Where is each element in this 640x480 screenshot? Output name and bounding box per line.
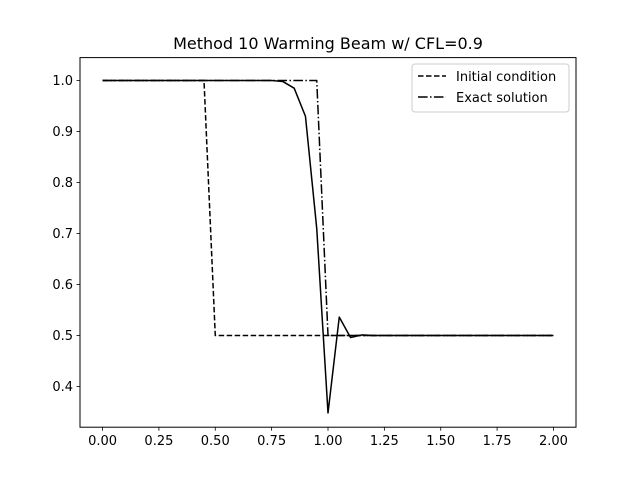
series-line-exact-solution (102, 79, 554, 337)
plot-lines (102, 79, 554, 414)
y-tick-label: 1.0 (52, 74, 73, 89)
x-tick-label: 0.75 (257, 434, 286, 449)
x-tick-label: 1.00 (314, 434, 343, 449)
y-tick-label: 0.5 (52, 329, 73, 344)
x-tick-label: 0.25 (144, 434, 173, 449)
y-axis: 0.4 0.5 0.6 0.7 0.8 0.9 1.0 (52, 74, 80, 395)
series-line-numerical-2 (102, 79, 554, 414)
legend-label-initial-condition: Initial condition (456, 70, 556, 85)
chart-title: Method 10 Warming Beam w/ CFL=0.9 (173, 34, 483, 53)
x-tick-label: 1.50 (426, 434, 455, 449)
legend-label-exact-solution: Exact solution (456, 91, 548, 106)
x-axis: 0.00 0.25 0.50 0.75 1.00 1.25 1.50 1.75 2.00 (88, 427, 568, 449)
legend-box (411, 63, 570, 113)
legend: Initial condition Exact solution (411, 63, 570, 113)
x-tick-label: 0.50 (201, 434, 230, 449)
y-tick-label: 0.8 (52, 176, 73, 191)
x-tick-label: 0.00 (88, 434, 117, 449)
x-tick-label: 1.25 (370, 434, 399, 449)
x-tick-label: 1.75 (483, 434, 512, 449)
y-tick-label: 0.7 (52, 227, 73, 242)
x-tick-label: 2.00 (539, 434, 568, 449)
y-tick-label: 0.9 (52, 125, 73, 140)
y-tick-label: 0.4 (52, 380, 73, 395)
y-tick-label: 0.6 (52, 278, 73, 293)
